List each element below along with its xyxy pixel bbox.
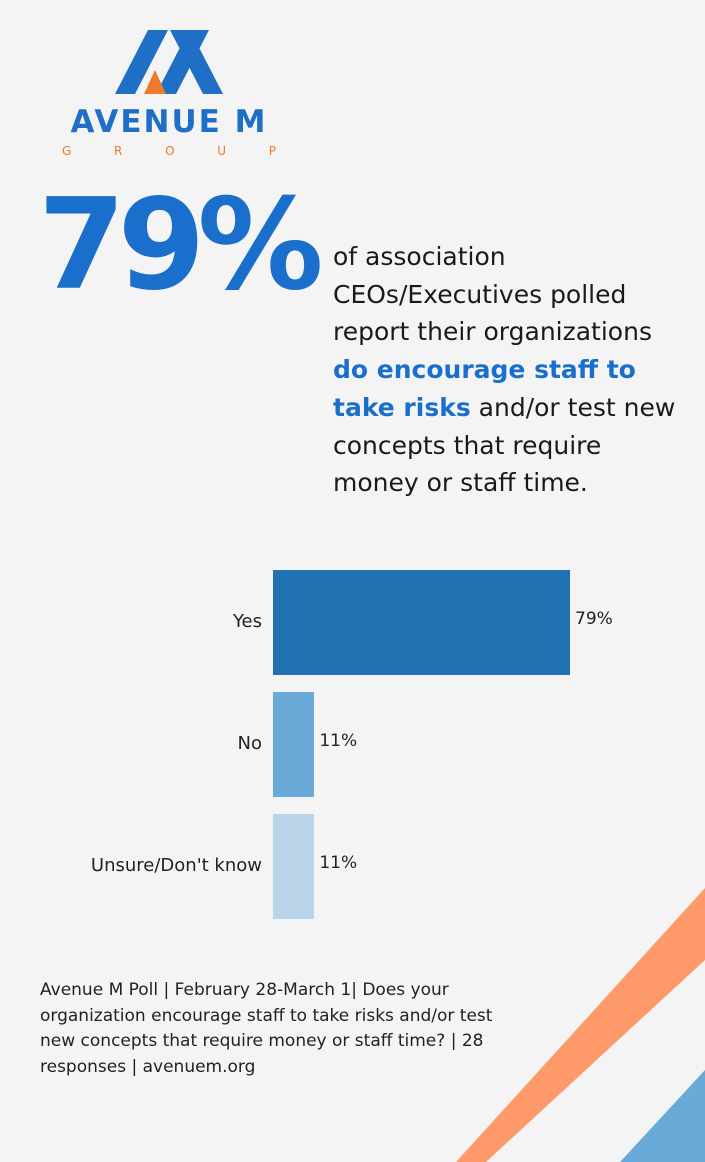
bar-value-label: 79% xyxy=(575,608,613,629)
bar xyxy=(273,570,570,675)
headline-text: of association CEOs/Executives polled re… xyxy=(333,242,676,498)
logo-subtitle: G R O U P xyxy=(62,144,276,158)
headline-highlight: do encourage staff to take risks xyxy=(333,355,636,422)
logo-wordmark: AVENUE M xyxy=(70,104,268,140)
bar-value-label: 11% xyxy=(319,852,358,873)
blue-stripe xyxy=(620,1070,705,1162)
bar xyxy=(273,814,315,919)
poll-source-note: Avenue M Poll | February 28-March 1| Doe… xyxy=(40,980,493,1077)
headline-stat: 79% xyxy=(38,171,324,318)
bar-value-label: 11% xyxy=(319,730,358,751)
avenue-m-logo: AVENUE M G R O U P xyxy=(58,22,280,162)
bar-category-label: Yes xyxy=(232,610,262,632)
orange-stripe xyxy=(456,888,705,1162)
bar xyxy=(273,692,315,797)
logo-mark-icon xyxy=(115,30,223,94)
bar-category-label: Unsure/Don't know xyxy=(90,854,262,876)
bar-category-label: No xyxy=(237,732,262,754)
